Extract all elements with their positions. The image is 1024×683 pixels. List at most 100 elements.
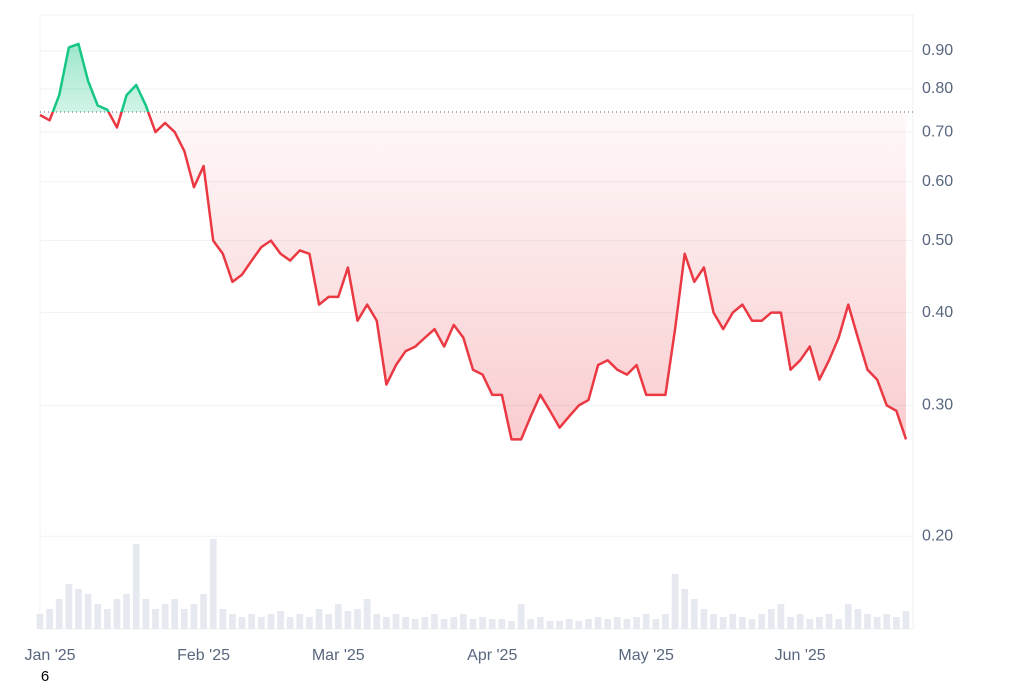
footnote: 6 [41,668,49,683]
x-tick-label: Apr '25 [467,647,517,664]
volume-bar [200,594,207,629]
volume-bar [421,617,429,629]
volume-bar [479,617,486,629]
volume-bar [527,619,535,629]
volume-bar [883,614,891,629]
volume-bar [286,617,294,629]
volume-bar [758,614,766,629]
volume-bar [315,609,323,629]
volume-bar [681,589,689,629]
volume-bar [719,617,727,629]
x-tick-label: Jan '25 [24,647,75,664]
x-tick-label: Mar '25 [312,647,365,664]
volume-bar [835,619,843,629]
volume-bar [594,617,602,629]
volume-bar [431,614,438,629]
volume-bar [257,617,265,629]
volume-bar [796,614,804,629]
volume-bar [536,617,544,629]
volume-bar [671,574,679,629]
area [40,43,906,440]
volume-bar [652,619,660,629]
volume-bar [36,614,44,629]
volume-bar [75,589,82,629]
volume-bar [229,614,236,629]
volume-bar [613,617,621,629]
volume-bar [739,617,746,629]
volume-bar [498,619,506,629]
volume-bar [767,609,775,629]
volume-bar [517,604,525,629]
volume-bar [690,599,698,629]
x-tick-label: Jun '25 [775,647,826,664]
volume-bar [238,617,246,629]
volume-bar [103,609,111,629]
volume-bar [152,609,159,629]
volume-bar [46,609,53,629]
y-tick-label: 0.50 [922,232,953,249]
volume-bar [383,617,390,629]
volume-bar [363,599,371,629]
volume-bar [373,614,381,629]
volume-bar [710,614,717,629]
volume-bar [440,619,448,629]
volume-bar [777,604,785,629]
volume-bar [893,617,900,629]
volume-bar [267,614,275,629]
volume-bar [354,609,361,629]
volume-bar [825,614,833,629]
volume-bar [575,621,583,629]
volume-bar [180,609,188,629]
volume-bar [450,617,458,629]
volume-bar [460,614,467,629]
y-tick-label: 0.20 [922,527,953,544]
volume-bar [729,614,737,629]
volume-bar [902,611,910,629]
volume-bar [748,619,756,629]
y-tick-label: 0.60 [922,173,953,190]
x-tick-label: May '25 [618,647,674,664]
volume-bar [123,594,130,629]
volume-bar [585,619,592,629]
volume-bar [488,619,496,629]
y-tick-label: 0.40 [922,304,953,321]
volume-bar [65,584,73,629]
volume-bar [55,599,63,629]
volume-bar [873,617,881,629]
volume-bar [411,619,419,629]
volume-bar [469,619,477,629]
volume-bar [844,604,852,629]
volume-bar [344,611,352,629]
volume-bar [171,599,179,629]
y-tick-label: 0.70 [922,123,953,140]
volume-bar [190,604,198,629]
volume-bar [132,544,140,629]
volume-bar [864,614,871,629]
y-tick-label: 0.80 [922,80,953,97]
volume-bar [604,619,612,629]
volume-bar [642,614,650,629]
volume-bar [84,594,92,629]
volume-bar [662,614,669,629]
x-tick-label: Feb '25 [177,647,230,664]
volume-bar [248,614,256,629]
volume-bar [816,617,823,629]
volume-bar [306,617,313,629]
volume-bar [546,621,554,629]
volume-bar [334,604,342,629]
volume-bar [633,617,640,629]
volume-bar [392,614,400,629]
volume-bar [325,614,333,629]
volume-bar [787,617,794,629]
y-tick-label: 0.30 [922,397,953,414]
plot-frame [39,14,914,630]
volume-bar [94,604,102,629]
volume-bar [556,621,563,629]
y-tick-label: 0.90 [922,42,953,59]
volume-bar [854,609,862,629]
volume-bar [277,611,284,629]
volume-bar [565,619,573,629]
volume-bar [806,619,814,629]
volume-bar [209,539,217,629]
volume-bar [142,599,150,629]
